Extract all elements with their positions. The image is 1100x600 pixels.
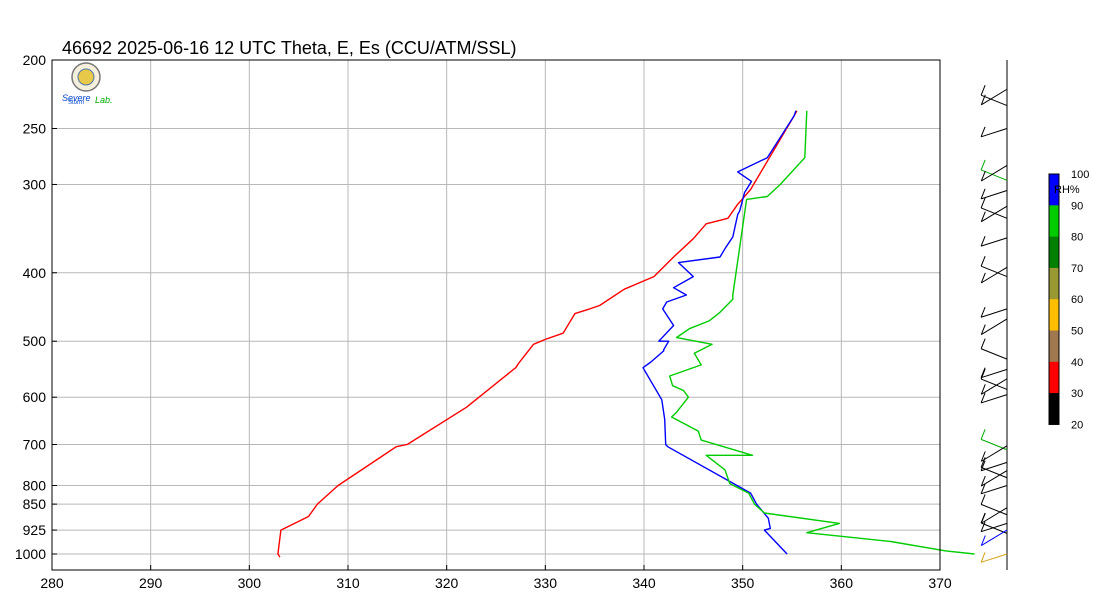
colorbar-segment: [1049, 330, 1059, 363]
theta-e-line: [669, 110, 975, 555]
chart-title: 46692 2025-06-16 12 UTC Theta, E, Es (CC…: [62, 38, 517, 58]
colorbar-segment: [1049, 205, 1059, 237]
colorbar-tick-label: 50: [1071, 326, 1083, 338]
y-tick-label: 500: [23, 333, 47, 349]
colorbar-tick-label: 40: [1071, 357, 1083, 369]
wind-barb: [980, 552, 1008, 563]
rh-colorbar: 100 90 80 70 60 50 40 30 20: [1048, 169, 1089, 431]
wind-barb: [980, 470, 1008, 487]
y-tick-label: 850: [23, 496, 47, 512]
wind-barb: [980, 445, 1008, 462]
wind-barb: [980, 483, 1008, 495]
wind-barb: [980, 367, 1008, 379]
y-tick-label: 925: [23, 522, 47, 538]
x-tick-label: 370: [928, 575, 952, 591]
wind-barb: [980, 307, 1008, 318]
wind-barb: [980, 494, 1008, 516]
wind-barb: [980, 165, 1008, 182]
wind-barb: [980, 235, 1008, 247]
x-tick-label: 290: [139, 575, 163, 591]
x-tick-label: 300: [238, 575, 262, 591]
wind-barb: [980, 88, 1008, 106]
colorbar-tick-label: 20: [1071, 419, 1083, 431]
logo-text-storm: Storm: [68, 100, 84, 106]
theta-line: [277, 110, 798, 558]
wind-barb: [980, 392, 1008, 404]
theta-es-line: [642, 110, 797, 555]
wind-barb: [980, 197, 1008, 219]
x-tick-label: 330: [534, 575, 558, 591]
colorbar-segment: [1049, 236, 1059, 269]
colorbar-segment: [1049, 299, 1059, 331]
y-tick-label: 250: [23, 120, 47, 136]
x-tick-label: 340: [632, 575, 656, 591]
y-tick-label: 400: [23, 265, 47, 281]
plot-frame: [51, 59, 941, 571]
wind-barb: [980, 460, 1008, 472]
wind-barb: [980, 266, 1008, 284]
logo-seal-center: [77, 68, 95, 86]
wind-barb: [980, 318, 1008, 335]
colorbar-tick-label: 80: [1071, 232, 1083, 244]
x-tick-label: 310: [336, 575, 360, 591]
colorbar-tick-label: 60: [1071, 294, 1083, 306]
grid: [52, 60, 940, 570]
y-axis: 200 250 300 400 500 600 700 800 850 925 1000: [15, 52, 57, 562]
y-tick-label: 1000: [15, 546, 46, 562]
colorbar-segment: [1049, 267, 1059, 300]
wind-barb: [980, 429, 1008, 451]
logo-text-lab: Lab.: [95, 95, 113, 105]
colorbar-title: RH%: [1054, 184, 1080, 196]
series-layer: [277, 110, 975, 558]
y-tick-label: 800: [23, 478, 47, 494]
x-tick-label: 360: [830, 575, 854, 591]
colorbar-tick-label: 100: [1071, 169, 1089, 181]
y-tick-label: 200: [23, 52, 47, 68]
colorbar-tick-label: 70: [1071, 263, 1083, 275]
wind-barb: [980, 529, 1008, 547]
wind-barbs: [980, 84, 1008, 563]
wind-barb: [980, 126, 1008, 138]
colorbar-frame: [1048, 173, 1060, 425]
y-tick-label: 600: [23, 389, 47, 405]
wind-barb: [980, 378, 1008, 395]
y-tick-label: 700: [23, 437, 47, 453]
wind-barb: [980, 338, 1008, 360]
lab-logo: Severe Storm Lab.: [62, 62, 113, 106]
wind-barb: [980, 205, 1008, 223]
x-axis: 280 290 300 310 320 330 340 350 360 370: [40, 565, 952, 591]
colorbar-segment: [1049, 174, 1059, 206]
wind-barb: [980, 507, 1008, 524]
wind-barb: [980, 159, 1008, 181]
colorbar-tick-label: 30: [1071, 388, 1083, 400]
colorbar-tick-label: 90: [1071, 200, 1083, 212]
wind-barb: [980, 255, 1008, 278]
x-tick-label: 320: [435, 575, 459, 591]
wind-barb: [980, 457, 1008, 479]
colorbar-segment: [1049, 393, 1059, 425]
colorbar-segment: [1049, 361, 1059, 394]
y-tick-label: 300: [23, 176, 47, 192]
wind-barb: [980, 84, 1008, 107]
x-tick-label: 350: [731, 575, 755, 591]
wind-barb: [980, 188, 1008, 200]
wind-barb: [980, 521, 1008, 533]
logo-text-severe: Severe: [62, 93, 91, 103]
x-tick-label: 280: [40, 575, 64, 591]
